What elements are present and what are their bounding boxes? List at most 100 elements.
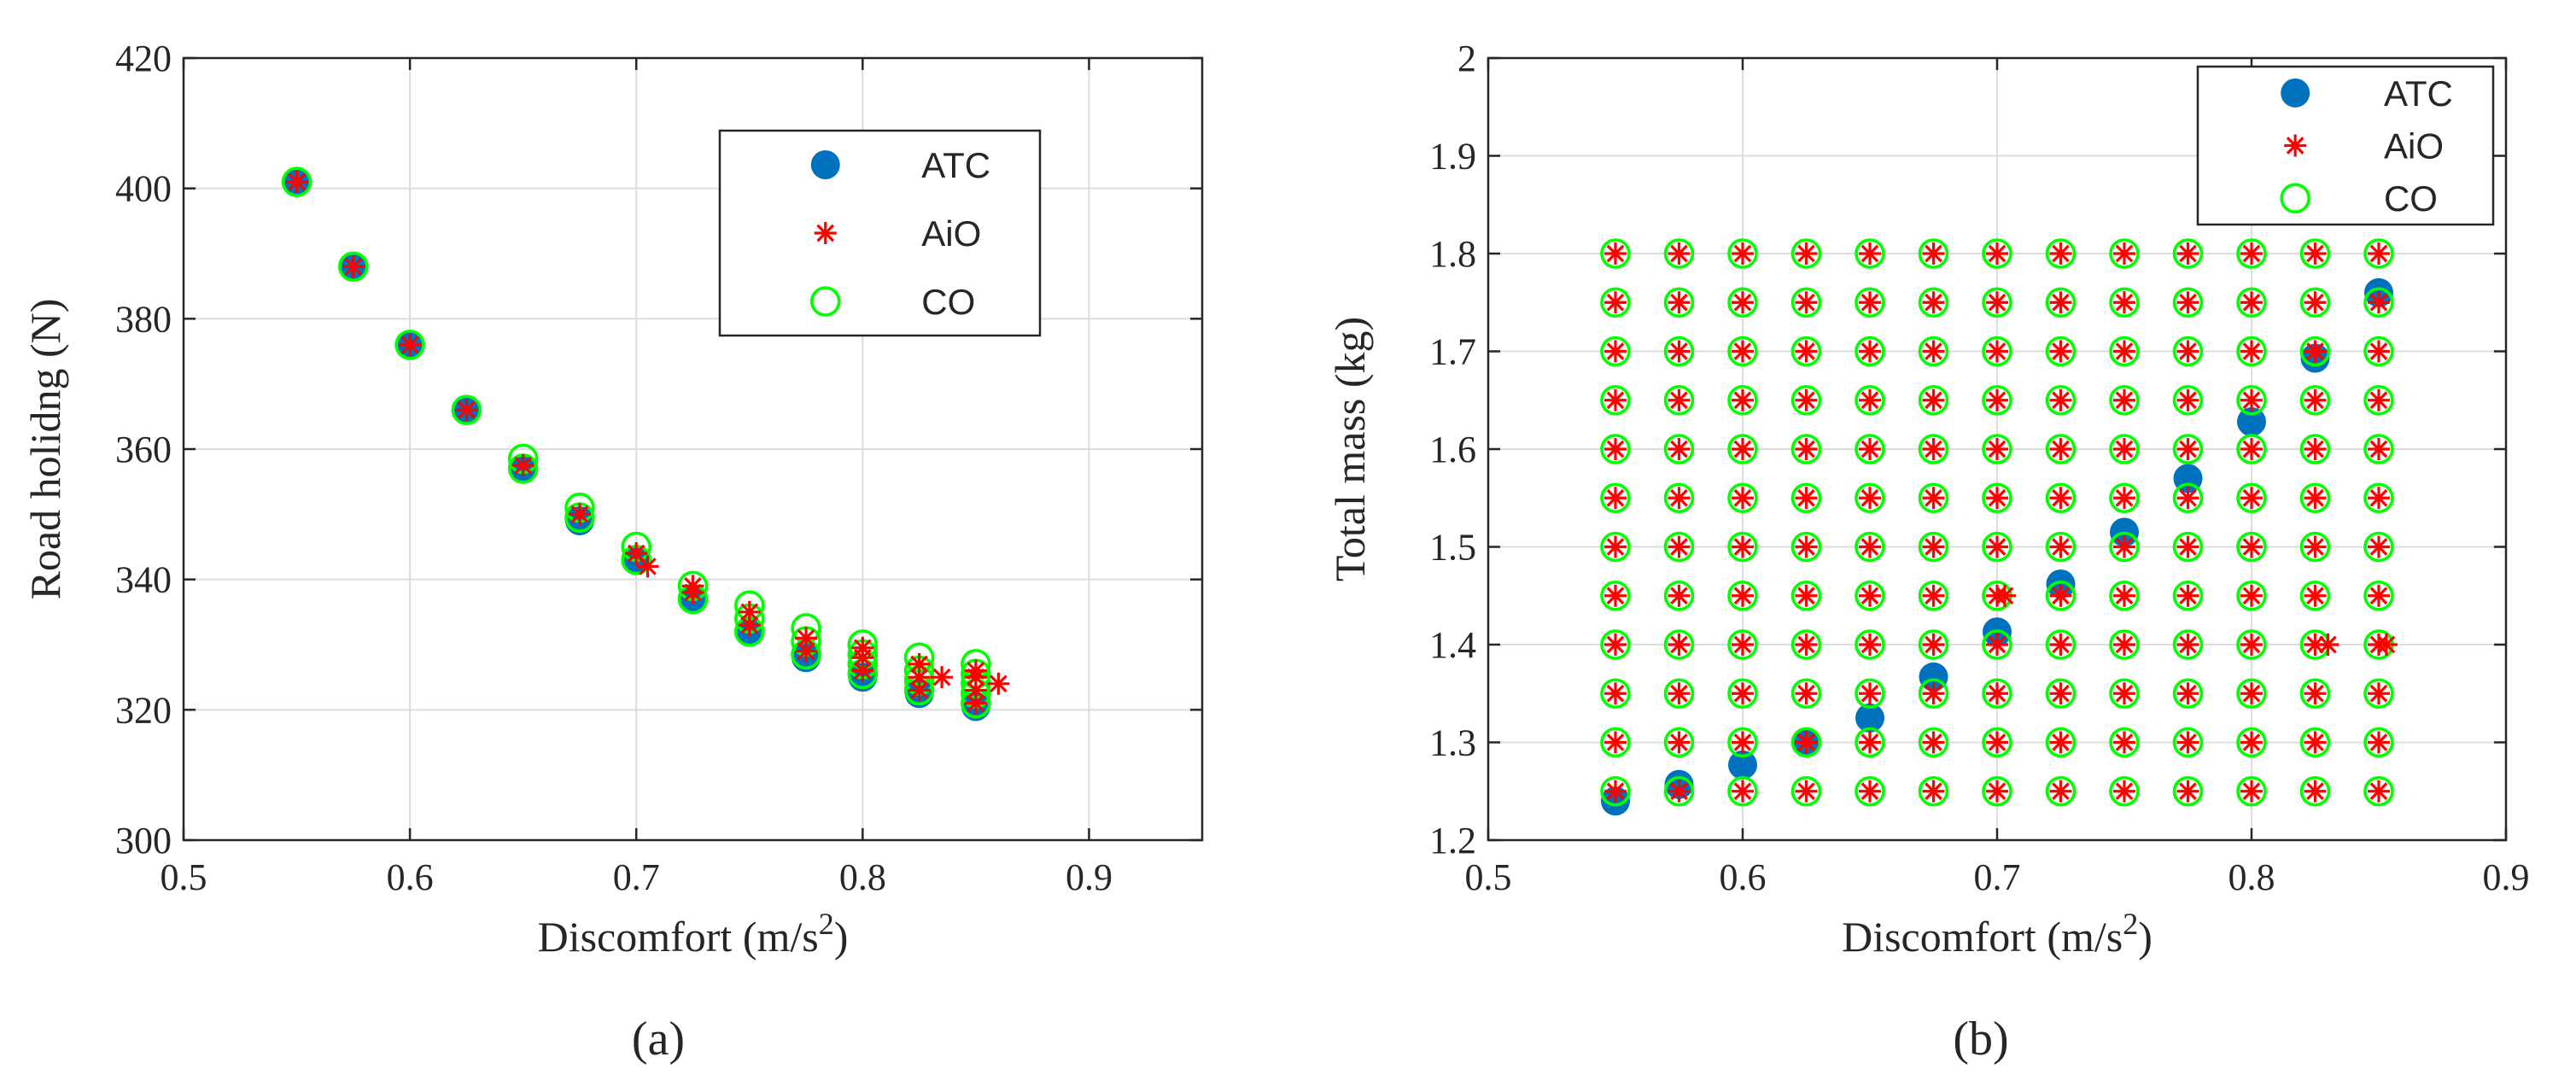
point-co-71: [1918, 238, 1949, 269]
point-aio-133: [2304, 731, 2327, 754]
point-co-5: [1600, 531, 1631, 563]
point-aio-157: [2316, 634, 2339, 656]
point-co-152: [2363, 384, 2394, 416]
point-co-39: [1790, 629, 1822, 660]
point-co-34: [1727, 287, 1758, 318]
point-aio-141: [2304, 340, 2327, 363]
point-co-128: [2236, 384, 2267, 416]
y-tick-label-7: 1.9: [1429, 136, 1476, 178]
point-co-142: [2299, 287, 2331, 318]
point-co-75: [1982, 629, 2012, 660]
point-aio-74: [1986, 682, 2008, 705]
point-co-63: [1918, 629, 1949, 660]
point-aio-7: [636, 555, 659, 578]
x-tick-label-1: 0.6: [1720, 856, 1767, 898]
point-co-127: [2236, 434, 2267, 464]
point-aio-47: [1795, 242, 1818, 265]
point-aio-8: [1604, 388, 1627, 412]
point-co-16: [1663, 580, 1695, 611]
point-aio-143: [2304, 242, 2327, 265]
point-aio-84: [2049, 780, 2072, 803]
point-aio-86: [2049, 682, 2072, 705]
point-aio-5: [1604, 535, 1627, 558]
point-aio-19: [908, 652, 931, 675]
point-aio-139: [2304, 438, 2327, 460]
point-aio-51: [1859, 634, 1881, 656]
point-aio-34: [1732, 291, 1754, 314]
point-co-129: [2236, 336, 2267, 367]
point-aio-96: [2113, 780, 2135, 803]
point-co-144: [2363, 775, 2394, 807]
point-co-0: [1600, 775, 1631, 807]
legend-label-atc: ATC: [921, 145, 990, 185]
point-aio-9: [681, 575, 704, 598]
point-co-2: [394, 330, 425, 360]
point-aio-73: [1986, 731, 2008, 754]
point-co-155: [2363, 238, 2394, 269]
point-aio-97: [2113, 731, 2135, 754]
point-co-86: [2045, 678, 2077, 710]
point-co-12: [1663, 775, 1695, 807]
point-aio-1: [1604, 731, 1627, 754]
point-co-124: [2236, 580, 2267, 611]
point-aio-30: [1732, 487, 1754, 510]
point-aio-37: [1795, 731, 1818, 754]
point-aio-154: [2368, 291, 2390, 314]
series-layer: [1600, 238, 2398, 816]
point-co-117: [2172, 336, 2204, 367]
point-aio-122: [2240, 682, 2263, 705]
point-aio-3: [1604, 634, 1627, 656]
point-co-111: [2172, 629, 2204, 660]
point-aio-69: [1922, 340, 1945, 363]
point-aio-66: [1922, 487, 1945, 510]
point-co-45: [1790, 336, 1822, 367]
point-aio-40: [1795, 584, 1818, 607]
series-layer: [281, 166, 1010, 721]
point-aio-77: [1986, 535, 2008, 558]
point-aio-11: [1604, 242, 1627, 265]
point-aio-145: [2368, 731, 2390, 754]
point-co-64: [1918, 580, 1949, 611]
point-aio-48: [1859, 780, 1881, 803]
point-co-148: [2363, 580, 2394, 611]
point-co-70: [1918, 287, 1949, 318]
y-tick-label-4: 380: [115, 298, 172, 340]
point-aio-85: [2049, 731, 2072, 754]
x-axis-label: Discomfort (m/s2): [538, 907, 849, 961]
point-co-17: [1663, 531, 1695, 563]
point-co-83: [1982, 238, 2012, 269]
point-co-138: [2299, 482, 2331, 514]
x-tick-label-3: 0.8: [2228, 856, 2275, 898]
point-aio-150: [2368, 487, 2390, 510]
point-co-113: [2172, 531, 2204, 563]
point-co-43: [1790, 434, 1822, 464]
point-co-3: [1600, 629, 1631, 660]
point-aio-20: [1668, 388, 1691, 412]
point-co-116: [2172, 384, 2204, 416]
point-aio-144: [2368, 780, 2390, 803]
point-co-139: [2299, 434, 2331, 464]
point-co-132: [2299, 775, 2331, 807]
point-aio-58: [1859, 291, 1881, 314]
point-co-13: [1663, 727, 1695, 758]
point-co-35: [1727, 238, 1758, 269]
point-co-15: [1663, 629, 1695, 660]
x-tick-label-2: 0.7: [613, 856, 660, 898]
point-aio-148: [2368, 584, 2390, 607]
point-aio-24: [964, 659, 987, 682]
point-aio-28: [1732, 584, 1754, 607]
point-aio-18: [908, 666, 931, 689]
point-aio-38: [1795, 682, 1818, 705]
point-co-29: [1727, 531, 1758, 563]
point-aio-13: [795, 627, 818, 650]
point-co-62: [1918, 678, 1949, 710]
point-co-9: [1600, 336, 1631, 367]
chart-panel-a: 0.5 0.6 0.7 0.8 0.9 300 320 340 360 380 400 420 Disc…: [21, 38, 1204, 961]
point-aio-132: [2304, 780, 2327, 803]
point-co-27: [1727, 629, 1758, 660]
point-co-60: [1918, 775, 1949, 807]
point-co-91: [2045, 434, 2077, 464]
y-tick-label-5: 1.7: [1429, 331, 1476, 373]
series-aio: [1604, 242, 2398, 803]
point-aio-12: [795, 639, 818, 663]
